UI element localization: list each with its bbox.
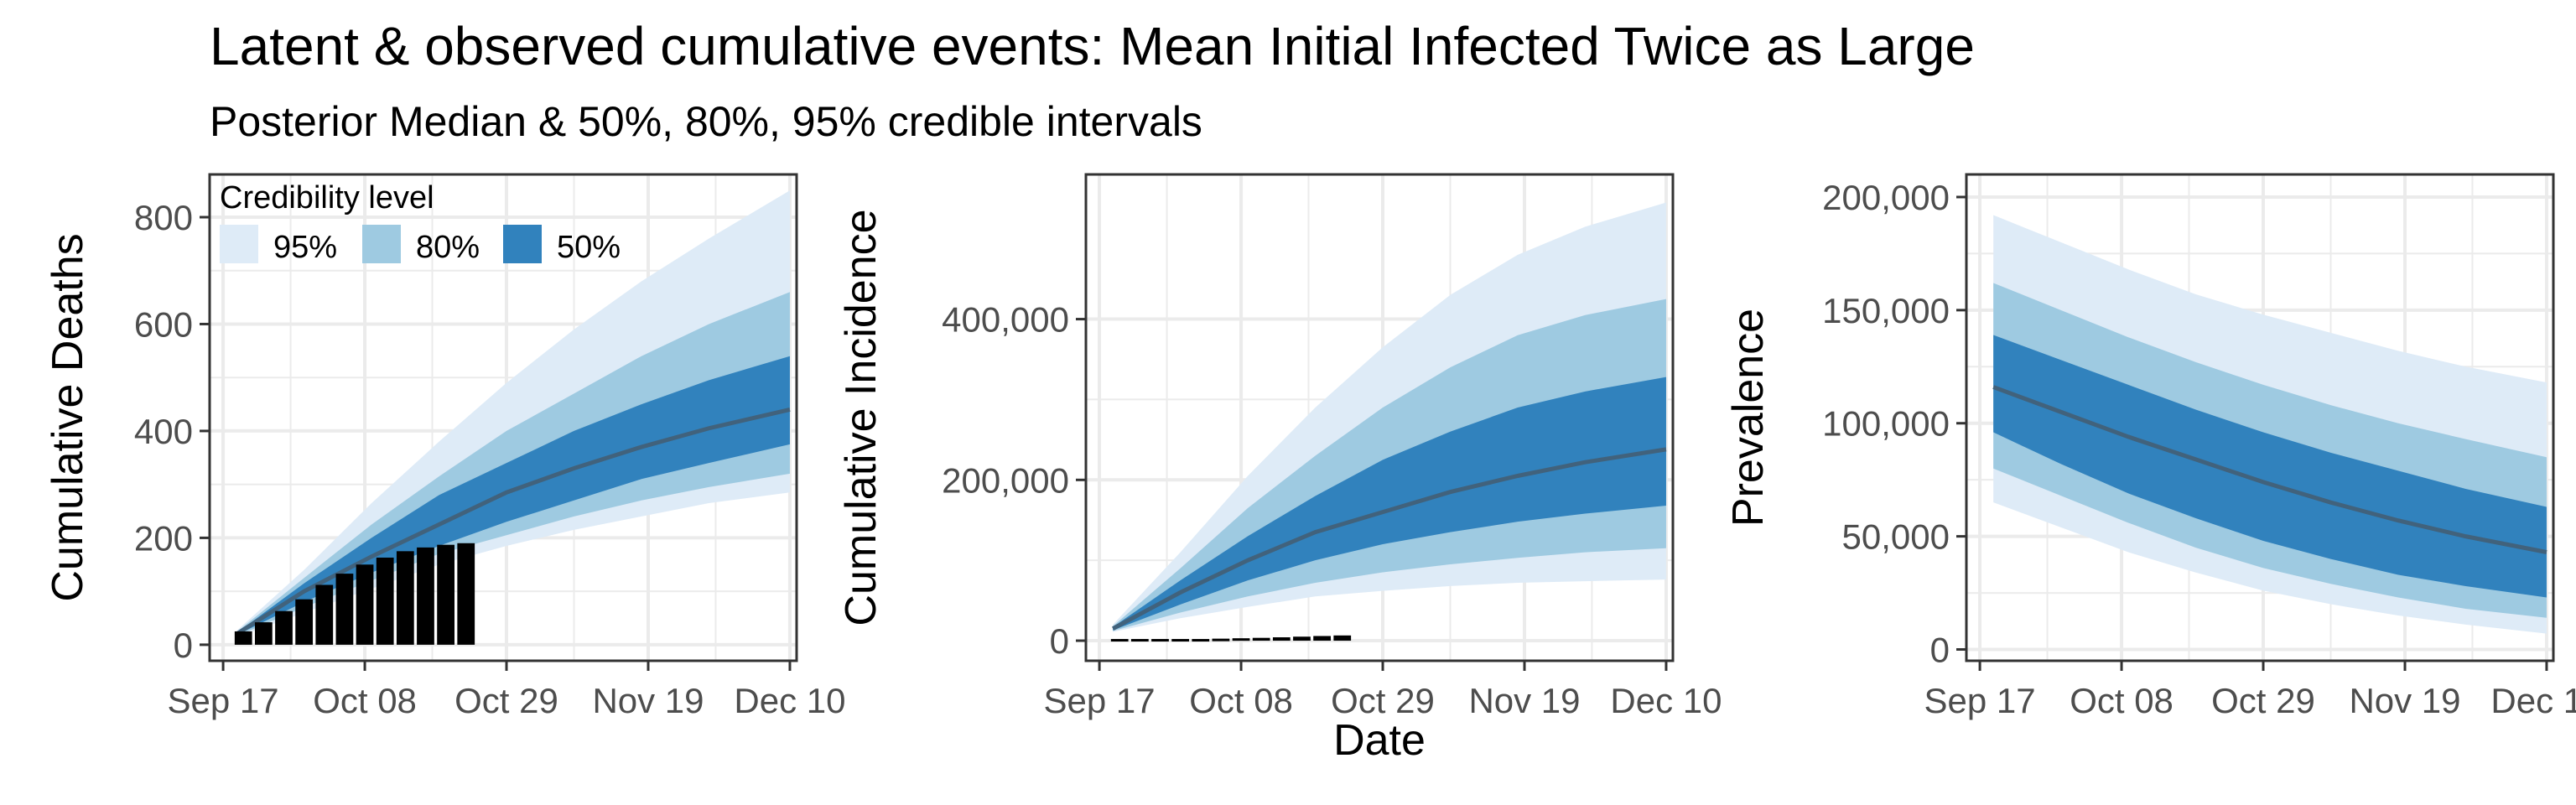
chart-title: Latent & observed cumulative events: Mea… — [210, 16, 1975, 76]
x-axis-title: Date — [1333, 716, 1426, 765]
x-tick-label: Dec 10 — [2490, 681, 2576, 720]
observed-bar — [1192, 639, 1210, 642]
observed-bar — [335, 574, 354, 645]
legend: Credibility level 95% 80% 50% — [220, 180, 621, 265]
panel-border — [208, 173, 798, 662]
observed-bar — [1110, 639, 1129, 642]
observed-bar — [1130, 639, 1149, 642]
legend-title: Credibility level — [220, 180, 434, 216]
y-axis-title: Prevalence — [1724, 309, 1773, 527]
legend-label: 95% — [273, 230, 337, 265]
chart-subtitle: Posterior Median & 50%, 80%, 95% credibl… — [210, 98, 1202, 145]
y-tick-label: 200 — [134, 518, 193, 558]
panel-3: 0 50,000 100,000 150,000 200,000 Sep 17 Oct 08… — [1724, 173, 2576, 720]
y-tick-label: 100,000 — [1822, 404, 1950, 444]
x-tick-label: Sep 17 — [1924, 681, 2036, 720]
observed-bar — [417, 547, 434, 645]
median-line — [1112, 447, 1667, 631]
y-tick-label: 200,000 — [942, 460, 1069, 500]
observed-bar — [1171, 639, 1190, 642]
y-tick-label: 0 — [1050, 621, 1069, 661]
panel-border — [1965, 173, 2555, 662]
observed-bar — [376, 557, 394, 645]
legend-swatch — [220, 225, 258, 263]
legend-swatch — [362, 225, 401, 263]
y-tick-label: 150,000 — [1822, 291, 1950, 330]
observed-bar — [1232, 638, 1250, 641]
x-tick-label: Oct 29 — [1331, 681, 1435, 720]
median-line — [235, 408, 791, 636]
panel-2: 0 200,000 400,000 Sep 17 Oct 08 Oct 29 Nov 19 D… — [837, 173, 1722, 765]
y-tick-label: 800 — [134, 198, 193, 237]
observed-bar — [1212, 638, 1230, 641]
observed-bar — [275, 610, 293, 645]
x-tick-label: Dec 10 — [734, 681, 845, 720]
y-axis-title: Cumulative Deaths — [44, 233, 92, 601]
observed-bar — [315, 584, 334, 645]
observed-bar — [234, 631, 252, 645]
observed-bar — [437, 544, 454, 645]
observed-bar — [1151, 639, 1169, 642]
y-tick-label: 400 — [134, 412, 193, 451]
observed-bar — [1272, 637, 1291, 641]
x-tick-label: Nov 19 — [1468, 681, 1580, 720]
legend-label: 80% — [416, 230, 480, 265]
x-tick-label: Nov 19 — [592, 681, 704, 720]
observed-bar — [1313, 636, 1331, 641]
median-line — [1992, 385, 2547, 554]
x-tick-label: Oct 29 — [454, 681, 558, 720]
y-tick-label: 0 — [174, 626, 193, 665]
y-tick-label: 0 — [1930, 631, 1950, 670]
legend-swatch — [503, 225, 542, 263]
observed-bar — [457, 543, 475, 645]
x-tick-label: Oct 08 — [313, 681, 417, 720]
panel-border — [1084, 173, 1675, 662]
band-50 — [1993, 335, 2547, 598]
observed-bar — [254, 622, 273, 645]
observed-bar — [295, 599, 314, 645]
observed-bar — [1252, 637, 1270, 641]
y-tick-label: 600 — [134, 304, 193, 344]
band-50 — [236, 356, 790, 636]
x-tick-label: Oct 08 — [1189, 681, 1293, 720]
y-axis-title: Cumulative Incidence — [837, 209, 886, 626]
x-tick-label: Oct 29 — [2211, 681, 2315, 720]
x-tick-label: Dec 10 — [1610, 681, 1722, 720]
y-tick-label: 50,000 — [1842, 517, 1950, 557]
observed-bar — [1293, 636, 1311, 641]
observed-bar — [1333, 635, 1352, 641]
legend-label: 50% — [557, 230, 621, 265]
panel-1: 0 200 400 600 800 Sep 17 Oct 08 Oct 29 Nov 19 Dec… — [44, 173, 845, 720]
x-tick-label: Sep 17 — [168, 681, 279, 720]
x-tick-label: Oct 08 — [2070, 681, 2174, 720]
x-tick-label: Nov 19 — [2349, 681, 2460, 720]
y-tick-label: 400,000 — [942, 300, 1069, 340]
observed-bar — [396, 551, 414, 645]
y-tick-label: 200,000 — [1822, 178, 1950, 217]
band-50 — [1113, 377, 1666, 631]
observed-bar — [356, 564, 374, 645]
x-tick-label: Sep 17 — [1044, 681, 1156, 720]
